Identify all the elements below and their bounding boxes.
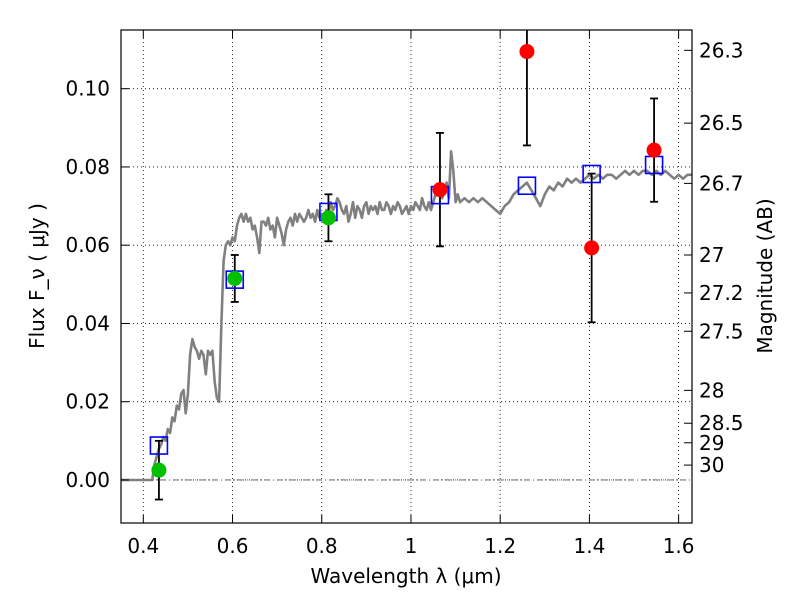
- right-tick-label: 27.2: [699, 281, 744, 305]
- x-tick-label: 0.4: [127, 534, 159, 558]
- right-tick-label: 27.5: [699, 319, 744, 343]
- y-axis-label-left: Flux F_ν ( μJy ): [25, 203, 49, 349]
- observed-point-red: [646, 142, 662, 158]
- tick-labels: 0.4 0.6 0.8 1 1.2 1.4 1.6 0.00 0.02 0.04 0.06 0.08 0…: [65, 38, 743, 558]
- y-tick-label: 0.08: [65, 155, 110, 179]
- right-tick-label: 29: [699, 431, 724, 455]
- right-tick-label: 26.3: [699, 38, 744, 62]
- y-tick-label: 0.10: [65, 77, 110, 101]
- x-axis-label: Wavelength λ (μm): [310, 564, 501, 588]
- axis-ticks: [121, 30, 692, 523]
- right-tick-label: 28: [699, 378, 724, 402]
- right-tick-label: 28.5: [699, 411, 744, 435]
- plot-frame: [120, 29, 693, 524]
- x-tick-label: 1.6: [663, 534, 695, 558]
- model-photometry-square: [517, 176, 537, 196]
- observed-point-green: [151, 462, 167, 478]
- x-tick-label: 1: [405, 534, 418, 558]
- x-tick-label: 0.8: [306, 534, 338, 558]
- right-tick-label: 30: [699, 453, 724, 477]
- observed-point-red: [584, 240, 600, 256]
- model-photometry-square: [149, 436, 169, 455]
- y-tick-label: 0.04: [65, 311, 110, 335]
- observed-point-green: [320, 210, 336, 226]
- right-tick-label: 26.7: [699, 171, 744, 195]
- observed-point-red: [519, 44, 535, 60]
- y-axis-label-right: Magnitude (AB): [753, 198, 777, 353]
- right-tick-label: 27: [699, 243, 724, 267]
- observed-photometry: [151, 44, 662, 478]
- model-photometry-square: [582, 164, 601, 184]
- x-tick-label: 1.4: [573, 534, 605, 558]
- observed-point-red: [432, 182, 448, 198]
- y-tick-label: 0.00: [65, 468, 110, 492]
- observed-point-green: [227, 270, 243, 286]
- model-spectrum: [121, 150, 692, 482]
- x-tick-label: 0.6: [217, 534, 249, 558]
- spectrum-line: [121, 150, 692, 482]
- x-tick-label: 1.2: [484, 534, 516, 558]
- y-tick-label: 0.02: [65, 390, 110, 414]
- y-tick-label: 0.06: [65, 233, 110, 257]
- right-tick-label: 26.5: [699, 111, 744, 135]
